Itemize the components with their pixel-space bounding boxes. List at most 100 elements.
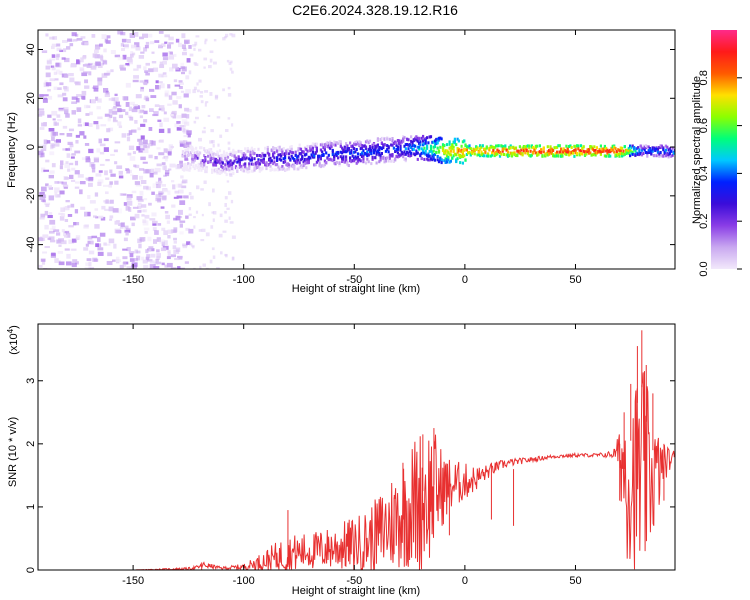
noise-cell [55,139,62,143]
noise-cell [145,97,150,102]
ridge-cell [220,171,223,175]
noise-cell [143,169,149,174]
ridge-cell [560,147,563,151]
colorbar-tick-label: 0.2 [698,214,710,229]
ridge-cell [326,141,329,145]
noise-cell [38,264,43,268]
noise-cell [60,240,67,245]
ridge-cell [207,160,210,164]
noise-cell [91,167,96,173]
noise-cell [40,258,46,262]
ridge-cell [573,154,576,158]
ridge-cell [564,148,567,152]
noise-cell [49,36,55,40]
y-tick-label: 3 [25,378,37,384]
noise-cell [45,183,49,187]
ridge-cell [480,152,483,156]
ridge-cell [319,156,322,160]
noise-cell [122,248,128,251]
ridge-cell [305,152,308,156]
noise-cell [173,217,178,221]
noise-cell [129,267,133,269]
ridge-cell [420,151,423,155]
noise-cell [146,186,151,191]
noise-cell [87,240,93,245]
noise-cell [48,195,55,201]
noise-cell [151,248,155,252]
ridge-cell [196,166,199,169]
ridge-cell [461,155,464,159]
ridge-cell [532,145,535,149]
noise-cell [198,79,202,83]
ridge-cell [298,161,301,165]
noise-cell [105,40,111,44]
ridge-cell [447,158,450,162]
noise-cell [58,108,65,112]
ridge-cell [411,140,414,144]
ridge-cell [412,138,415,142]
noise-cell [100,216,106,221]
ridge-cell [602,147,605,151]
ridge-cell [429,157,433,161]
ridge-cell [426,146,429,150]
ridge-cell [287,156,291,160]
noise-cell [42,94,49,97]
noise-cell [164,211,169,214]
ridge-cell [492,145,495,149]
ridge-cell [524,147,527,151]
noise-cell [63,107,69,111]
noise-cell [97,237,101,242]
noise-cell [56,43,61,47]
ridge-cell [278,157,281,161]
ridge-cell [244,147,247,151]
noise-cell [49,78,55,82]
ridge-cell [224,166,227,170]
ridge-cell [613,150,616,154]
noise-cell [87,195,91,199]
noise-cell [65,113,70,118]
noise-cell [159,239,165,244]
ridge-cell [317,154,320,158]
ridge-cell [322,146,325,150]
ridge-cell [575,151,579,155]
noise-cell [134,258,139,262]
ridge-cell [322,153,325,156]
noise-cell [231,123,234,127]
ridge-cell [339,150,342,154]
ridge-cell [582,145,585,149]
noise-cell [88,71,92,76]
noise-cell [51,54,56,58]
ridge-cell [587,148,591,151]
noise-cell [92,257,98,262]
ridge-cell [398,139,401,143]
ridge-cell [374,147,377,151]
ridge-cell [464,158,467,162]
ridge-cell [360,151,364,155]
noise-cell [161,107,165,112]
noise-cell [173,240,177,244]
noise-cell [163,230,168,236]
ridge-cell [394,140,397,144]
noise-cell [117,208,123,214]
noise-cell [187,133,191,138]
ridge-cell [441,147,445,151]
ridge-cell [212,163,215,167]
noise-cell [42,98,48,103]
snr-x-label: Height of straight line (km) [292,585,420,597]
noise-cell [224,219,228,223]
noise-cell [75,33,79,37]
ridge-cell [660,144,663,148]
ridge-cell [666,153,669,157]
ridge-cell [225,167,228,171]
ridge-cell [248,157,251,161]
ridge-cell [249,158,252,162]
ridge-cell [299,147,303,151]
noise-cell [115,101,120,106]
noise-cell [130,216,136,221]
noise-cell [175,215,181,221]
noise-cell [101,205,106,210]
ridge-cell [473,148,476,152]
noise-cell [183,128,189,134]
ridge-cell [273,151,276,155]
noise-cell [230,60,233,64]
